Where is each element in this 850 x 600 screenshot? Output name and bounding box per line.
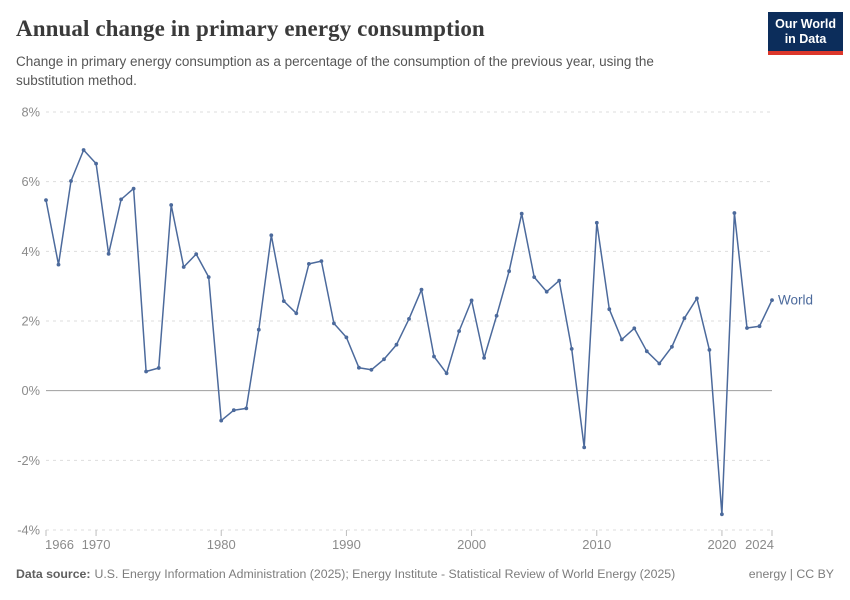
- data-source-label: Data source:: [16, 567, 91, 581]
- data-point: [532, 275, 537, 279]
- data-point: [619, 337, 624, 342]
- data-point: [144, 369, 149, 374]
- data-point: [682, 316, 687, 321]
- chart-subtitle: Change in primary energy consumption as …: [16, 54, 654, 88]
- data-point: [582, 445, 587, 450]
- data-point: [745, 326, 749, 330]
- data-point: [94, 161, 98, 166]
- data-point: [69, 179, 73, 183]
- data-point: [332, 321, 336, 326]
- data-point: [632, 326, 637, 331]
- y-axis-label: 6%: [22, 174, 41, 189]
- data-point: [469, 298, 474, 303]
- data-point: [607, 307, 612, 312]
- data-point: [557, 278, 562, 283]
- chart-header: Annual change in primary energy consumpt…: [16, 14, 760, 90]
- data-point: [407, 317, 411, 321]
- x-axis-label: 1966: [45, 537, 74, 552]
- data-point: [357, 365, 361, 370]
- data-point: [169, 203, 174, 207]
- data-point: [394, 342, 399, 347]
- data-point: [770, 298, 774, 302]
- y-axis-label: 4%: [22, 244, 41, 259]
- data-point: [707, 348, 712, 352]
- data-point: [131, 186, 136, 191]
- data-point: [106, 251, 111, 256]
- data-point: [119, 197, 123, 202]
- y-axis-label: 0%: [22, 383, 41, 398]
- data-point: [432, 354, 436, 359]
- x-axis-label: 2024: [745, 537, 774, 552]
- data-point: [594, 220, 599, 225]
- data-source: Data source: U.S. Energy Information Admi…: [16, 567, 675, 581]
- data-point: [369, 367, 374, 372]
- data-point: [419, 287, 424, 292]
- x-axis-label: 1980: [207, 537, 236, 552]
- data-point: [695, 296, 699, 301]
- series-end-label: World: [778, 293, 813, 308]
- x-axis-label: 1990: [332, 537, 361, 552]
- data-point: [244, 406, 249, 411]
- data-point: [256, 327, 261, 332]
- data-point: [732, 211, 737, 215]
- data-point: [206, 275, 211, 279]
- license-text[interactable]: energy | CC BY: [748, 567, 834, 581]
- data-point: [344, 335, 349, 340]
- x-axis-label: 2010: [582, 537, 611, 552]
- data-point: [181, 265, 186, 269]
- data-point: [644, 349, 649, 354]
- data-point: [507, 269, 511, 274]
- y-axis-label: -4%: [17, 523, 40, 538]
- data-point: [757, 324, 762, 329]
- data-point: [219, 418, 224, 423]
- owid-logo[interactable]: Our World in Data: [768, 12, 843, 55]
- chart-footer: Data source: U.S. Energy Information Admi…: [16, 567, 834, 581]
- data-point: [657, 361, 662, 366]
- series-line-world: [45, 149, 773, 516]
- data-point: [294, 311, 299, 316]
- data-point: [494, 313, 499, 318]
- x-axis-label: 2020: [707, 537, 736, 552]
- data-point: [544, 289, 549, 294]
- owid-logo-line2: in Data: [784, 32, 827, 46]
- page-title: Annual change in primary energy consumpt…: [16, 16, 485, 41]
- x-axis-label: 1970: [82, 537, 111, 552]
- data-point: [444, 371, 449, 376]
- data-point: [307, 262, 311, 266]
- data-point: [281, 299, 286, 303]
- data-point: [519, 211, 524, 216]
- data-point: [194, 252, 199, 256]
- data-point: [44, 198, 48, 202]
- data-point: [56, 262, 61, 267]
- data-point: [269, 233, 274, 238]
- y-axis-label: 2%: [22, 314, 41, 329]
- chart-canvas: -4% -2% 0% 2% 4% 6% 8% 1966 1970 1980 1990 2000 2010…: [17, 105, 813, 553]
- data-point: [156, 366, 161, 370]
- x-axis-label: 2000: [457, 537, 486, 552]
- y-axis-label: -2%: [17, 453, 40, 468]
- data-point: [569, 347, 574, 351]
- owid-logo-line1: Our World: [775, 17, 836, 31]
- data-source-text: U.S. Energy Information Administration (…: [94, 567, 676, 581]
- chart-area: -4% -2% 0% 2% 4% 6% 8% 1966 1970 1980 1990 2000 2010…: [0, 100, 850, 560]
- data-point: [382, 357, 386, 362]
- data-point: [231, 408, 236, 413]
- data-point: [319, 259, 324, 263]
- data-point: [482, 356, 486, 360]
- data-point: [670, 344, 674, 349]
- data-point: [457, 329, 461, 333]
- y-axis-label: 8%: [22, 105, 41, 120]
- data-point: [81, 148, 86, 152]
- data-point: [720, 512, 724, 517]
